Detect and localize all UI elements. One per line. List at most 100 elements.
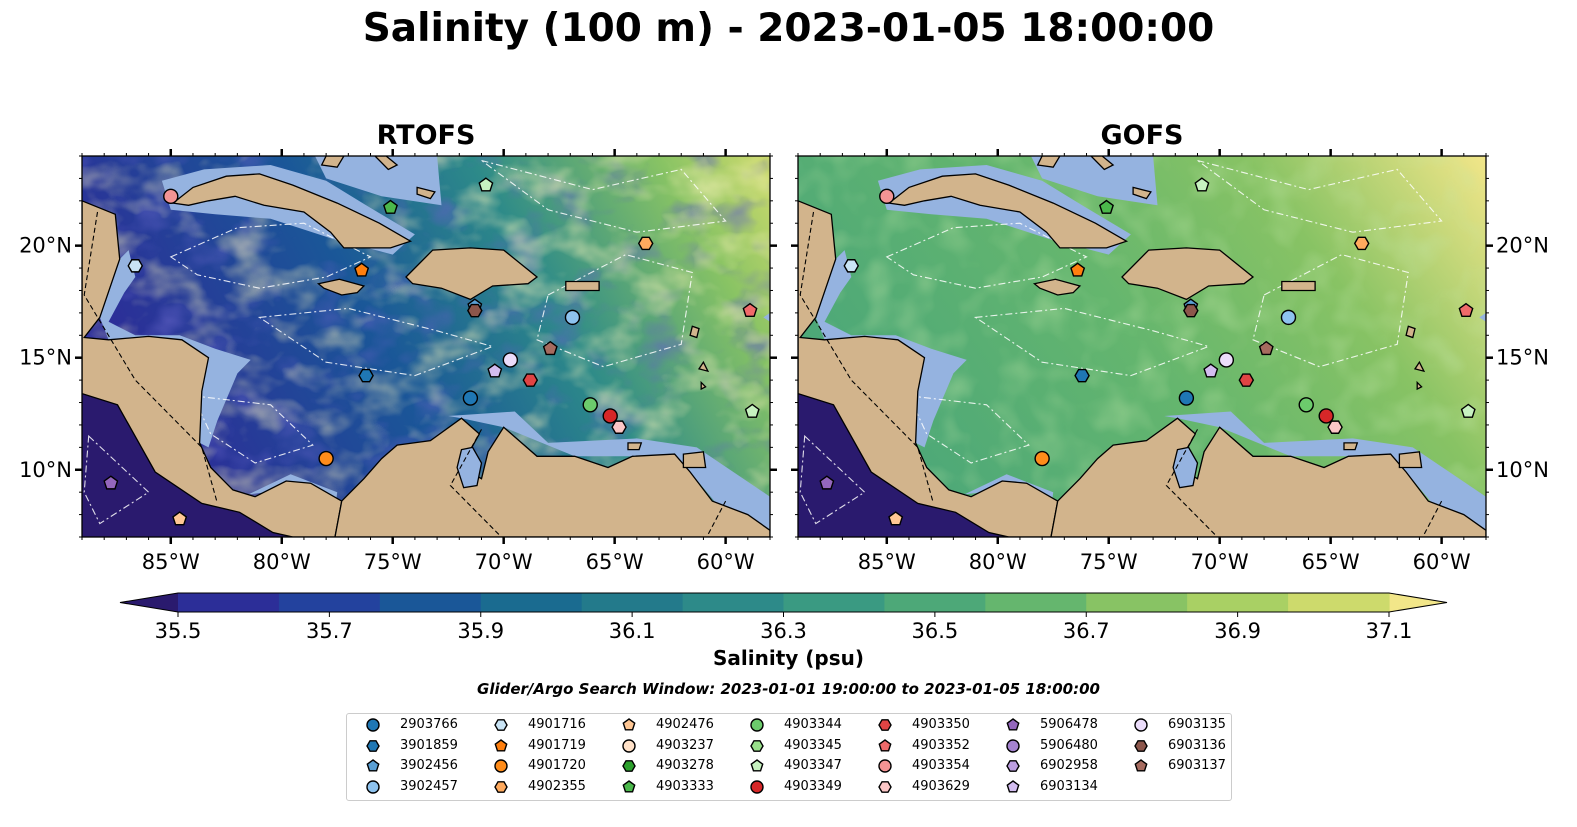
land-hispaniola	[1121, 247, 1255, 301]
float-3901859	[358, 368, 374, 383]
land-bahamas2	[1090, 156, 1115, 171]
land-trinidad	[1398, 451, 1423, 469]
land-centralam	[798, 200, 1059, 537]
land-trinidad	[682, 451, 707, 469]
shelf-southam	[1164, 411, 1486, 537]
legend-marker-icon	[1006, 738, 1020, 753]
legend-marker	[1006, 760, 1020, 772]
colorbar-extend-min	[120, 593, 178, 612]
border-venezuela-guyana	[707, 500, 727, 536]
legend-marker-icon	[622, 718, 636, 731]
legend-marker	[366, 759, 380, 772]
float-4903354	[879, 188, 895, 205]
legend-marker-icon	[878, 759, 892, 773]
land-lesser3	[700, 380, 707, 391]
panel-title-gofs: GOFS	[1100, 120, 1184, 151]
float-6903134	[487, 363, 503, 378]
legend-label: 6903136	[1168, 737, 1226, 753]
x-tick-label: 60°W	[697, 550, 755, 574]
land-lesser3	[1416, 380, 1423, 391]
legend-label: 6903137	[1168, 758, 1226, 773]
y-tick-label: 20°N	[19, 234, 72, 258]
legend-marker-icon	[878, 719, 892, 731]
contour-line	[908, 395, 1030, 464]
border-colombia-venezuela	[1165, 429, 1216, 536]
land-hispaniola	[405, 247, 539, 301]
float-4903349	[602, 408, 618, 424]
colorbar-segment	[278, 593, 381, 612]
lake-icon	[456, 446, 483, 489]
legend-marker	[494, 738, 508, 752]
legend-marker	[750, 779, 764, 794]
map-frame	[81, 155, 771, 538]
shelf-bahamas	[315, 156, 442, 206]
contour-line	[257, 307, 495, 377]
legend-label: 4902355	[528, 778, 586, 794]
legend-marker	[1006, 718, 1020, 731]
y-tick-label: 10°N	[1496, 458, 1549, 482]
legend-label: 4901716	[528, 717, 586, 732]
float-legend: 2903766 3901859 3902456 3902457 4901716 49017…	[346, 713, 1232, 801]
colorbar-segment	[480, 593, 583, 612]
float-4903352	[1458, 302, 1474, 317]
colorbar-segment	[985, 593, 1087, 612]
float-6903134	[1203, 363, 1219, 378]
shelf-atlantic	[763, 312, 770, 322]
colorbar-label: Salinity (psu)	[712, 646, 864, 670]
colorbar-tick-label: 36.1	[609, 619, 656, 643]
contour-line	[1197, 159, 1443, 233]
panel-title-rtofs: RTOFS	[376, 120, 476, 151]
land-bahamas3	[416, 186, 436, 200]
land-bahamas2	[374, 156, 399, 171]
contour-line	[192, 395, 314, 464]
legend-label: 3902456	[400, 758, 458, 773]
float-4902476	[888, 511, 904, 526]
rtofs-map: 85°W 80°W 75°W 70°W 65°W 60°W 10°N 15°N 20°N	[19, 149, 777, 574]
contour-line	[799, 434, 866, 525]
float-6903135	[1218, 352, 1235, 368]
gofs-map: 85°W 80°W 75°W 70°W 65°W 60°W 10°N 15°N 20°N	[791, 149, 1549, 574]
float-4901719	[1070, 262, 1086, 277]
legend-label: 4903333	[656, 778, 714, 794]
figure-title: Salinity (100 m) - 2023-01-05 18:00:00	[362, 6, 1215, 51]
legend-marker-icon	[366, 718, 380, 732]
x-tick-label: 80°W	[253, 550, 311, 574]
legend-marker-icon	[622, 760, 636, 772]
shelf-southam	[448, 411, 770, 537]
colorbar-tick-label: 36.5	[911, 619, 958, 643]
legend-marker	[750, 718, 764, 732]
colorbar-tick-label: 36.3	[760, 619, 807, 643]
legend-marker	[366, 779, 380, 794]
y-tick-label: 15°N	[1496, 346, 1549, 370]
legend-marker-icon	[750, 759, 764, 772]
float-4903350	[1238, 373, 1255, 387]
legend-label: 4903349	[784, 778, 842, 794]
legend-marker-icon	[750, 718, 764, 732]
legend-marker	[622, 738, 636, 753]
x-tick-label: 65°W	[1302, 550, 1360, 574]
float-3902457	[1280, 309, 1297, 326]
float-2903766	[1178, 390, 1195, 406]
shelf-bahamas	[1031, 156, 1158, 206]
map-frame	[797, 155, 1487, 538]
land-jamaica	[316, 278, 366, 296]
legend-label: 4901720	[528, 758, 586, 773]
colorbar-tick-label: 35.7	[306, 619, 353, 643]
legend-label: 3902457	[400, 778, 458, 794]
pacific-region	[82, 393, 293, 537]
land-lesser2	[697, 360, 710, 373]
float-6903135	[502, 352, 519, 368]
float-6903136	[1183, 303, 1199, 318]
legend-marker	[878, 719, 892, 731]
legend-marker-icon	[366, 739, 380, 752]
legend-label: 4903345	[784, 737, 842, 753]
land-lesser	[1405, 325, 1416, 339]
legend-marker-icon	[494, 738, 508, 752]
legend-marker-icon	[494, 759, 508, 773]
legend-label: 4903237	[656, 737, 714, 753]
contour-line	[536, 254, 693, 368]
legend-marker-icon	[622, 779, 636, 793]
colorbar-tick-label: 35.5	[155, 619, 202, 643]
legend-marker	[878, 780, 892, 793]
land-southam	[334, 417, 770, 537]
